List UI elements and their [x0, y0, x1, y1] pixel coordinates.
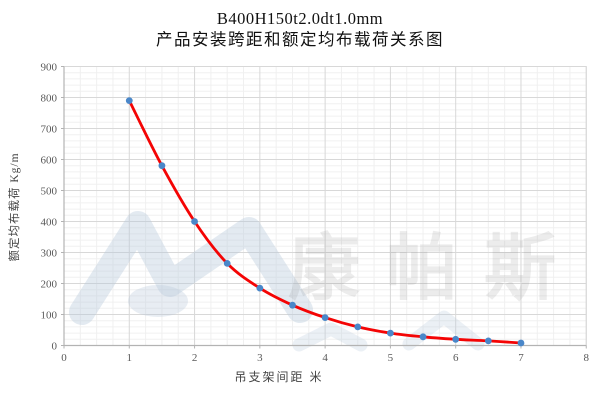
- x-tick-label: 6: [453, 352, 459, 364]
- chart-title-line1: B400H150t2.0dt1.0mm: [216, 9, 384, 28]
- x-tick-label: 5: [388, 352, 394, 364]
- data-point-marker: [484, 337, 492, 345]
- chart-title: B400H150t2.0dt1.0mm 产品安装跨距和额定均布载荷关系图: [0, 8, 600, 50]
- y-tick-label: 300: [41, 247, 58, 259]
- watermark-logo-blob: [128, 285, 188, 317]
- y-tick-label: 0: [52, 340, 58, 352]
- data-point-marker: [223, 259, 231, 267]
- x-tick-label: 7: [518, 352, 524, 364]
- x-tick-label: 3: [257, 352, 263, 364]
- y-tick-label: 200: [41, 278, 58, 290]
- watermark-logo-icon: [69, 211, 313, 325]
- y-tick-label: 800: [41, 92, 58, 104]
- data-point-marker: [452, 335, 460, 343]
- data-point-marker: [158, 162, 166, 170]
- y-tick-label: 900: [41, 61, 58, 73]
- data-point-marker: [125, 97, 133, 104]
- x-tick-label: 1: [127, 352, 133, 364]
- data-point-marker: [354, 323, 362, 331]
- data-point-marker: [321, 314, 329, 321]
- y-tick-label: 600: [41, 154, 58, 166]
- data-point-marker: [191, 218, 198, 225]
- data-point-marker: [387, 329, 394, 337]
- data-point-marker: [419, 333, 427, 341]
- x-tick-label: 4: [322, 352, 328, 364]
- chart-title-line2: 产品安装跨距和额定均布载荷关系图: [156, 30, 444, 49]
- data-point-marker: [256, 284, 264, 292]
- y-tick-label: 400: [41, 216, 58, 228]
- x-tick-label: 2: [192, 352, 198, 364]
- data-point-marker: [517, 339, 525, 347]
- data-point-marker: [289, 301, 296, 309]
- x-tick-label: 0: [61, 352, 67, 364]
- x-tick-label: 8: [584, 352, 590, 364]
- y-tick-label: 500: [41, 185, 58, 197]
- watermark-peak-icon: [292, 322, 368, 352]
- y-tick-label: 700: [41, 123, 58, 135]
- x-axis-title: 吊支架间距 米: [234, 370, 324, 384]
- y-tick-label: 100: [41, 309, 58, 321]
- watermark-text: 康帕斯: [288, 229, 582, 309]
